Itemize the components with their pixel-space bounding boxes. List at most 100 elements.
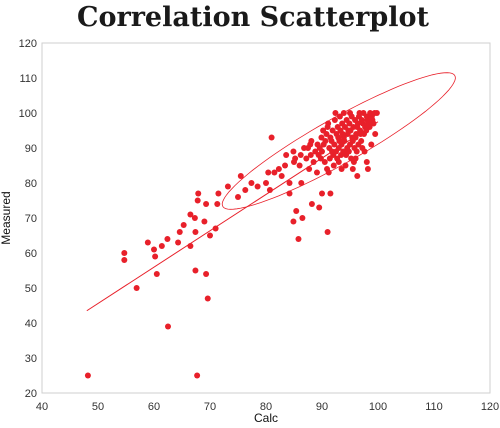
data-point [364,117,371,123]
data-point [291,159,297,165]
data-point [290,148,297,155]
data-point [299,215,306,221]
plot-area-frame [41,42,491,394]
data-point [308,201,315,207]
data-point [329,148,336,155]
y-tick-label: 120 [19,38,37,50]
data-point [318,134,325,141]
data-point [313,169,320,176]
y-tick-label: 20 [25,388,37,400]
data-point [354,124,361,130]
data-point [235,194,241,200]
data-point [268,134,275,141]
data-point [191,215,198,221]
x-axis-ticks: 40 50 60 70 80 90 100 110 120 [36,401,499,413]
data-point [275,166,282,172]
data-point [215,190,222,197]
data-point [307,152,314,158]
x-tick-label: 90 [316,401,328,413]
data-point [363,159,370,165]
x-tick-label: 80 [260,401,272,413]
data-point [335,134,342,141]
y-tick-label: 100 [19,108,37,120]
data-point [286,190,293,197]
data-point [320,127,327,134]
data-point [370,120,377,127]
data-point [342,162,349,169]
data-point [194,372,201,379]
data-point [192,229,199,235]
data-point [248,180,255,186]
y-tick-label: 30 [25,353,37,365]
data-point [192,267,199,274]
data-point [187,243,194,249]
data-point [366,124,373,130]
data-point [224,183,231,190]
data-point [265,169,272,176]
data-point [346,120,353,127]
data-point [332,110,339,116]
data-point [338,152,345,158]
data-point [263,180,269,186]
regression-line [86,121,379,312]
data-point [354,173,361,179]
data-point [339,131,346,137]
y-tick-label: 80 [25,178,37,190]
data-point [319,190,325,197]
data-point [296,162,303,169]
data-point [372,131,379,137]
data-point [356,110,363,116]
data-point [290,218,297,225]
data-point [153,271,160,277]
data-point [327,190,334,197]
data-point [358,138,365,144]
data-point [194,197,201,204]
confidence-ellipse [221,72,456,210]
x-tick-label: 100 [369,401,387,413]
data-point [152,253,159,260]
data-point [368,141,375,148]
data-point [329,127,336,134]
data-point [331,117,338,123]
data-point [298,180,305,186]
data-point [195,190,202,197]
data-point [282,162,289,169]
x-axis-label: Calc [254,411,278,425]
data-points [84,110,380,379]
data-point [310,159,317,165]
data-point [312,148,319,155]
data-point [204,295,211,302]
chart-title: Correlation Scatterplot [77,2,430,33]
data-point [278,173,285,179]
y-tick-label: 110 [19,73,37,85]
data-point [84,372,91,379]
data-point [324,166,331,172]
data-point [133,285,140,291]
y-tick-label: 50 [25,283,37,295]
data-point [254,183,261,190]
data-point [345,148,352,155]
data-point [328,138,335,144]
data-point [201,218,208,225]
data-point [320,141,327,148]
data-point [326,155,333,162]
data-point [121,257,128,263]
data-point [303,155,310,162]
x-tick-label: 110 [425,401,443,413]
data-point [316,145,323,151]
data-point [316,204,323,211]
data-point [349,134,356,141]
data-point [214,201,221,207]
data-point [330,162,337,169]
data-point [283,152,290,158]
data-point [324,229,331,235]
data-point [151,246,157,253]
data-point [359,120,366,127]
data-point [307,141,314,148]
y-axis-label: Measured [0,191,13,244]
y-tick-label: 60 [25,248,37,260]
data-point [364,166,371,172]
x-tick-label: 70 [204,401,216,413]
data-point [165,323,171,330]
data-point [351,145,358,151]
